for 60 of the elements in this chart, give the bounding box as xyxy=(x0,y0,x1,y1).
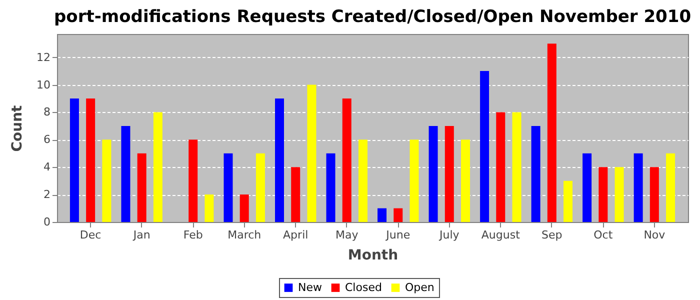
y-tick-label: 6 xyxy=(44,133,50,146)
bar xyxy=(614,167,624,222)
bar xyxy=(598,167,608,222)
bar xyxy=(461,140,470,222)
x-tick-label: Oct xyxy=(594,228,614,242)
bar xyxy=(70,98,79,222)
x-tick-label: August xyxy=(481,228,521,242)
bar xyxy=(378,208,387,222)
bar xyxy=(204,194,214,222)
bar xyxy=(634,153,643,222)
y-tick-label: 10 xyxy=(36,78,50,92)
bar xyxy=(102,140,112,222)
x-tick-label: Jan xyxy=(132,228,150,242)
bar xyxy=(582,153,592,222)
x-tick-label: Dec xyxy=(80,228,102,242)
x-tick-label: Nov xyxy=(644,228,666,242)
y-tick-label: 8 xyxy=(44,106,50,119)
bar xyxy=(240,194,249,222)
x-tick-label: July xyxy=(438,228,460,242)
bar xyxy=(428,126,438,222)
x-axis-title: Month xyxy=(348,248,398,264)
y-tick-label: 12 xyxy=(36,50,50,64)
legend-label: New xyxy=(298,280,322,294)
bar xyxy=(444,126,454,222)
bar xyxy=(153,112,162,222)
bar xyxy=(512,112,522,222)
bar xyxy=(480,71,490,222)
bar xyxy=(342,98,352,222)
y-tick-label: 4 xyxy=(44,160,50,174)
x-tick-label: Sep xyxy=(542,228,562,242)
bar xyxy=(326,153,336,222)
bar xyxy=(496,112,506,222)
bar xyxy=(256,153,265,222)
chart-title: port-modifications Requests Created/Closed/Open November 2010 xyxy=(54,7,692,27)
bar xyxy=(121,126,130,222)
y-axis-title: Count xyxy=(10,104,26,152)
x-tick-label: April xyxy=(283,228,308,242)
bar xyxy=(188,140,198,222)
bar xyxy=(547,44,556,222)
x-tick-label: June xyxy=(385,228,410,242)
bar xyxy=(666,153,676,222)
bar xyxy=(564,180,573,222)
bar xyxy=(275,98,284,222)
bar xyxy=(531,126,540,222)
bar xyxy=(137,153,146,222)
bar xyxy=(358,140,368,222)
bar xyxy=(410,140,419,222)
bar xyxy=(224,153,233,222)
y-tick-label: 0 xyxy=(44,216,50,228)
x-tick-label: May xyxy=(335,228,359,242)
y-tick-label: 2 xyxy=(44,188,50,202)
bar xyxy=(394,208,403,222)
bar xyxy=(86,98,96,222)
legend-label: Open xyxy=(405,280,434,294)
bar xyxy=(650,167,659,222)
x-tick-label: Feb xyxy=(183,228,203,242)
bar xyxy=(291,167,300,222)
legend-label: Closed xyxy=(345,280,382,294)
x-tick-label: March xyxy=(228,228,262,242)
bar xyxy=(307,84,316,222)
